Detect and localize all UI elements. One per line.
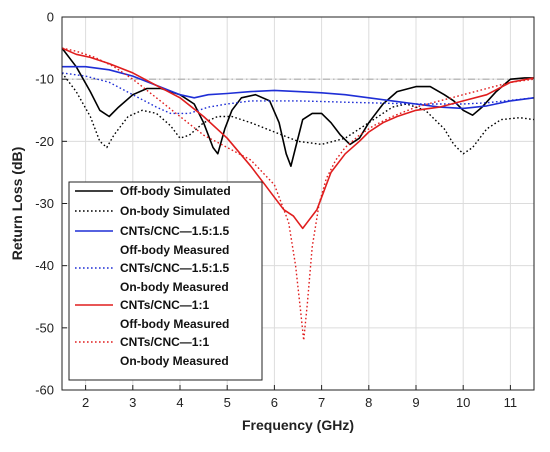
x-tick-label: 2 [82,395,89,410]
y-tick-label: -60 [35,383,54,398]
y-tick-label: 0 [47,10,54,25]
legend-label-6: CNTs/CNC—1:1 [120,335,209,349]
x-tick-label: 10 [456,395,470,410]
series-line-5 [61,47,535,230]
series-line-6 [61,47,535,341]
legend-box [68,181,263,381]
x-tick-label: 7 [318,395,325,410]
y-tick-label: -50 [35,320,54,335]
legend-label-2: On-body Simulated [120,204,230,218]
y-tick-label: -20 [35,134,54,149]
x-tick-label: 5 [224,395,231,410]
legend-label-5: Off-body Measured [120,317,229,331]
series-line-4 [61,72,535,115]
series-line-2 [61,72,535,155]
legend: Off-body Simulated On-body Simulated CNTs/… [68,181,263,381]
legend-label-6: On-body Measured [120,354,229,368]
x-tick-label: 11 [504,395,518,410]
y-axis-label: Return Loss (dB) [9,147,25,261]
y-axis-ticks: 0 -10 -20 -30 -40 -50 -60 [35,10,67,398]
legend-label-5: CNTs/CNC—1:1 [120,298,209,312]
x-axis-label: Frequency (GHz) [242,417,354,433]
y-tick-label: -40 [35,258,54,273]
x-tick-label: 3 [129,395,136,410]
legend-label-4: On-body Measured [120,280,229,294]
x-tick-label: 8 [365,395,372,410]
series-line-3 [62,65,535,110]
x-tick-label: 6 [271,395,278,410]
legend-label-4: CNTs/CNC—1.5:1.5 [120,261,229,275]
legend-label-3: CNTs/CNC—1.5:1.5 [120,224,229,238]
y-tick-label: -10 [35,72,54,87]
plot-area [61,47,535,341]
y-tick-label: -30 [35,196,54,211]
series-line-1 [61,47,534,167]
x-tick-label: 4 [176,395,183,410]
legend-label-1: Off-body Simulated [120,184,231,198]
legend-label-3: Off-body Measured [120,243,229,257]
x-axis-ticks: 2 3 4 5 6 7 8 9 10 11 [82,385,517,410]
x-tick-label: 9 [412,395,419,410]
